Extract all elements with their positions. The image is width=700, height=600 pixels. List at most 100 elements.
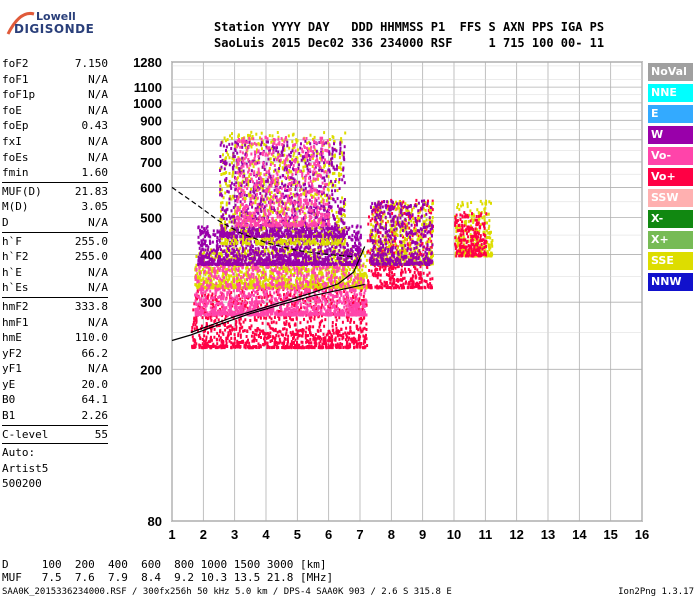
echo-point [291,313,294,317]
echo-point [251,226,254,230]
echo-point [217,267,220,271]
param-name: hmE [2,331,22,345]
echo-point [200,258,203,262]
echo-point [227,262,230,266]
echo-point [200,291,203,295]
echo-point [362,303,365,307]
echo-point [296,336,299,340]
echo-point [213,335,216,339]
echo-point [316,230,319,234]
echo-point [354,238,357,242]
echo-point [263,290,266,294]
echo-point [276,256,279,260]
echo-point [203,269,206,273]
echo-point [242,248,245,252]
echo-point [350,278,352,281]
echo-point [265,289,268,293]
echo-point [211,257,214,261]
echo-point [357,338,360,342]
echo-point [253,345,256,349]
echo-point [357,305,360,309]
param-row: D N/A [2,215,108,231]
echo-point [361,313,364,317]
echo-point [249,232,251,235]
echo-point [207,284,210,288]
echo-point [310,341,313,345]
echo-point [236,288,239,292]
echo-point [351,281,354,285]
echo-point [202,248,205,252]
param-divider [2,296,108,298]
echo-point [223,265,226,269]
echo-point [358,252,361,256]
echo-point [201,252,204,256]
echo-point [204,290,207,294]
echo-point [335,326,338,330]
echo-point [239,237,242,241]
echo-point [295,316,298,320]
echo-point [301,334,304,338]
echo-point [313,309,316,313]
echo-point [323,342,325,346]
echo-point [228,289,231,293]
echo-point [222,340,225,343]
echo-point [260,250,263,254]
echo-point [224,323,226,327]
echo-point [258,284,261,288]
echo-point [212,277,215,281]
echo-point [328,262,331,266]
echo-point [288,345,291,349]
echo-point [259,264,262,268]
echo-point [331,295,334,299]
echo-point [197,255,200,259]
echo-point [208,313,211,317]
echo-point [253,318,256,322]
echo-point [203,262,206,266]
echo-point [252,272,255,276]
echo-point [336,302,339,305]
echo-point [256,259,259,263]
echo-point [313,267,316,271]
echo-point [228,156,231,160]
echo-point [227,291,230,295]
echo-point [329,280,332,284]
echo-point [355,324,358,328]
echo-point [222,268,224,272]
echo-point [356,224,359,228]
echo-point [228,302,231,306]
echo-point [214,310,217,314]
echo-point [325,257,327,261]
param-value: 66.2 [81,346,109,360]
echo-point [240,286,243,290]
echo-point [312,251,315,255]
echo-point [260,257,263,261]
echo-point [204,305,207,309]
echo-point [202,301,205,305]
echo-point [312,156,314,160]
echo-point [241,257,244,261]
echo-point [312,262,315,266]
echo-point [321,257,324,261]
echo-point [240,239,243,243]
echo-point [285,268,288,272]
param-value: 55 [94,427,108,441]
echo-point [231,247,234,251]
echo-point [236,339,239,343]
echo-point [355,340,357,344]
echo-point [339,278,342,282]
echo-point [337,300,340,304]
echo-point [292,295,295,298]
echo-point [347,265,350,269]
echo-point [238,345,241,349]
echo-point [205,302,208,306]
echo-point [359,335,362,339]
echo-point [342,299,345,303]
echo-point [286,262,289,266]
echo-point [247,262,250,266]
echo-point [335,275,338,279]
echo-point [300,271,303,275]
echo-point [263,337,265,341]
echo-point [229,282,232,286]
echo-point [200,249,203,253]
